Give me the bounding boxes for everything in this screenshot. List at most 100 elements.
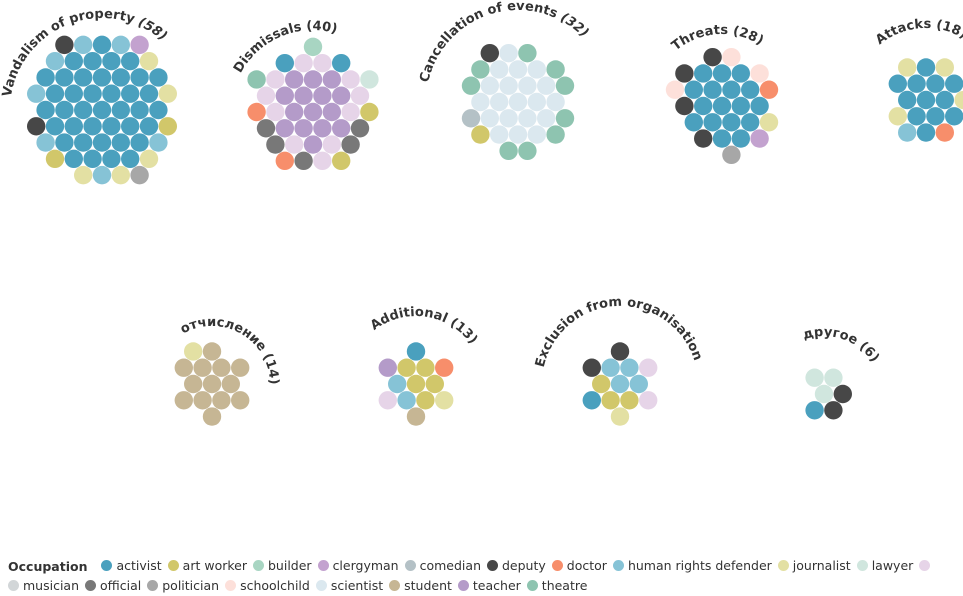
legend-swatch [317,560,329,571]
occupation-dot [275,53,294,73]
legend-swatch [315,580,327,591]
occupation-dot [27,84,46,103]
occupation-dot [64,149,84,169]
occupation-dot [499,76,518,95]
legend-label: deputy [502,558,546,573]
cluster-label: другое (6) [801,325,882,365]
occupation-dot [537,109,556,128]
occupation-dot [759,80,779,99]
occupation-dot [231,358,250,377]
occupation-dot [499,141,518,161]
occupation-dot [130,133,149,152]
occupation-dot [184,342,203,361]
occupation-dot [741,80,760,99]
occupation-dot [303,102,323,122]
occupation-dot [341,135,360,154]
occupation-dot [212,358,231,377]
occupation-dot [231,391,250,410]
occupation-dot [111,165,130,185]
occupation-dot [149,133,168,152]
legend-label: human rights defender [627,558,772,573]
occupation-dot [833,384,852,404]
cluster-8 [805,368,852,420]
occupation-dot [83,117,102,136]
occupation-dot [675,96,694,116]
occupation-dot [139,84,159,103]
legend-swatch [101,560,113,571]
occupation-dot [620,358,639,377]
occupation-dot [139,149,159,169]
occupation-dot [712,96,732,116]
legend-item: doctor [551,556,607,575]
legend-title: Occupation [8,559,88,574]
legend-swatch [551,560,563,571]
legend-item: politician [147,576,219,595]
occupation-dot [45,51,65,71]
occupation-dot [341,102,360,122]
occupation-dot [916,58,936,77]
occupation-dot [74,35,93,55]
occupation-dot [582,391,601,410]
occupation-dot [111,100,130,120]
legend-label: schoolchild [240,578,310,593]
occupation-cluster-chart: Vandalism of property (58)Dismissals (40… [0,0,963,426]
occupation-dot [322,70,341,89]
legend-item: deputy [487,556,546,575]
occupation-dot [92,100,112,120]
occupation-dot [256,119,276,138]
occupation-dot [313,151,332,171]
occupation-dot [546,60,565,79]
cluster-6 [378,342,454,426]
occupation-dot [888,107,907,126]
occupation-dot [193,391,212,410]
occupation-dot [490,60,509,79]
occupation-dot [247,70,266,89]
occupation-dot [694,129,713,148]
occupation-dot [45,149,65,169]
occupation-dot [888,74,907,93]
occupation-dot [907,74,926,93]
occupation-dot [121,117,140,136]
occupation-dot [750,129,769,148]
occupation-dot [684,80,703,99]
occupation-dot [45,117,65,136]
occupation-dot [480,43,499,63]
legend-swatch [147,580,159,591]
legend-label: politician [162,578,220,593]
occupation-dot [92,35,112,55]
occupation-dot [303,37,323,57]
legend-item: activist [101,556,162,575]
occupation-dot [294,53,313,73]
occupation-dot [256,86,276,105]
occupation-dot [36,100,55,120]
occupation-dot [490,125,509,144]
occupation-dot [722,47,741,67]
occupation-dot [639,358,658,377]
occupation-dot [55,100,74,120]
occupation-dot [945,107,963,126]
occupation-dot [712,129,732,148]
occupation-dot [684,113,703,132]
occupation-dot [247,102,266,122]
occupation-dot [149,68,168,87]
legend-swatch [225,580,237,591]
occupation-dot [461,109,481,128]
occupation-dot [665,80,685,99]
occupation-dot [824,368,843,387]
occupation-dot [130,68,149,87]
occupation-dot [416,391,435,410]
occupation-dot [92,165,112,185]
occupation-dot [935,58,954,77]
occupation-dot [898,90,917,110]
occupation-dot [750,64,769,83]
legend-swatch [457,580,469,591]
occupation-dot [546,92,565,112]
occupation-dot [83,84,102,103]
occupation-dot [935,90,954,110]
occupation-dot [378,358,397,377]
cluster-4 [888,58,963,142]
occupation-dot [174,391,193,410]
occupation-dot [294,86,313,105]
legend-swatch [85,580,97,591]
occupation-dot [731,64,750,83]
